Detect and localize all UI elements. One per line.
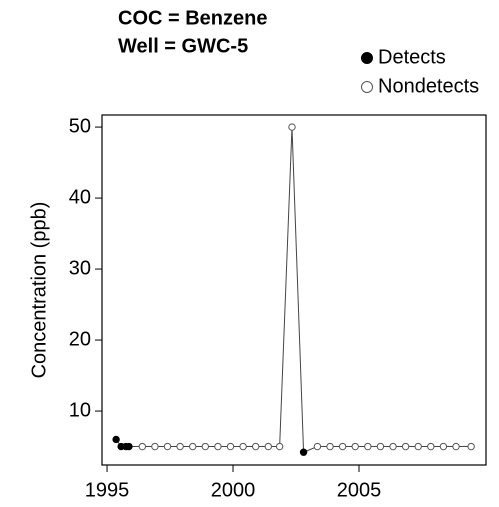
y-tick-label: 50 — [69, 115, 91, 137]
legend-label: Nondetects — [378, 75, 479, 97]
data-point — [226, 442, 235, 451]
data-point — [163, 442, 172, 451]
data-point — [151, 442, 159, 451]
data-point — [364, 442, 372, 451]
y-axis-label: Concentration (ppb) — [28, 202, 50, 379]
y-tick-label: 20 — [69, 328, 91, 350]
data-point — [239, 442, 247, 451]
data-point — [427, 442, 435, 451]
y-tick-label: 40 — [69, 186, 91, 208]
data-point — [288, 123, 296, 131]
data-point — [376, 442, 385, 451]
data-point — [112, 435, 120, 444]
x-tick-label: 1995 — [85, 479, 130, 501]
data-point — [214, 442, 222, 451]
data-point — [201, 442, 210, 451]
data-point — [299, 448, 308, 456]
data-point — [401, 442, 410, 451]
data-point — [189, 442, 197, 451]
legend-label: Detects — [378, 46, 446, 68]
data-point — [338, 442, 347, 451]
data-point — [138, 442, 147, 451]
connecting-line — [115, 127, 472, 453]
data-point — [176, 442, 184, 451]
data-point — [414, 442, 422, 451]
legend-marker — [361, 81, 373, 93]
y-tick-label: 30 — [69, 257, 91, 279]
data-point — [452, 442, 460, 451]
x-tick-label: 2005 — [337, 479, 382, 501]
chart-title: COC = Benzene — [118, 7, 267, 29]
data-point — [252, 442, 260, 451]
data-point — [351, 442, 359, 451]
chart-title: Well = GWC-5 — [118, 35, 248, 57]
data-point — [389, 442, 397, 451]
data-point — [326, 442, 334, 451]
data-point — [275, 442, 284, 451]
plot-frame — [101, 114, 487, 466]
data-point — [125, 442, 133, 451]
data-point — [313, 442, 322, 451]
data-point — [264, 442, 272, 451]
legend-marker — [361, 52, 373, 64]
y-tick-label: 10 — [69, 399, 91, 421]
x-tick-label: 2000 — [211, 479, 256, 501]
data-point — [467, 442, 475, 451]
data-point — [439, 442, 448, 451]
